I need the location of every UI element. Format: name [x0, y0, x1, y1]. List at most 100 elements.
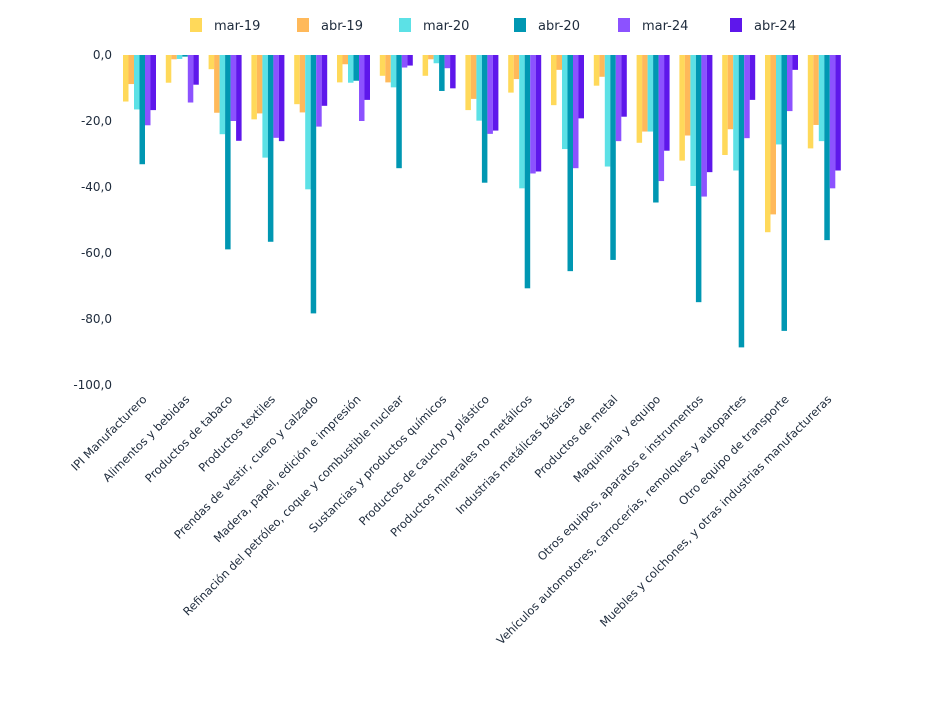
bar-abr-20	[524, 55, 531, 289]
bar-abr-20	[182, 55, 188, 57]
bar-abr-19	[513, 55, 520, 80]
bar-group	[679, 55, 713, 303]
bar-mar-19	[379, 55, 386, 76]
bar-mar-19	[593, 55, 600, 86]
y-tick-label: -60,0	[81, 246, 112, 260]
legend-item-mar-19[interactable]: mar-19	[190, 18, 260, 34]
bar-mar-24	[230, 55, 237, 121]
bar-abr-20	[139, 55, 145, 165]
bar-abr-24	[321, 55, 328, 106]
bar-mar-20	[818, 55, 825, 142]
bar-abr-20	[738, 55, 745, 348]
bar-mar-24	[787, 55, 793, 112]
x-tick-label: Productos de metal	[532, 392, 621, 481]
bar-abr-20	[610, 55, 616, 260]
x-tick-label: Productos textiles	[196, 392, 278, 474]
bar-mar-19	[636, 55, 643, 143]
bar-abr-20	[353, 55, 359, 81]
bar-mar-20	[305, 55, 311, 190]
legend-item-abr-20[interactable]: abr-20	[514, 18, 580, 34]
bar-abr-24	[835, 55, 841, 171]
bar-mar-24	[573, 55, 579, 169]
bar-mar-19	[422, 55, 429, 76]
legend-swatch	[514, 18, 526, 32]
bar-mar-19	[208, 55, 215, 70]
bar-abr-19	[256, 55, 263, 114]
bar-abr-20	[824, 55, 830, 241]
bar-group	[379, 55, 413, 169]
bar-mar-24	[658, 55, 665, 182]
bar-mar-19	[722, 55, 728, 155]
bar-mar-20	[647, 55, 654, 132]
bar-mar-24	[829, 55, 836, 189]
bar-abr-20	[653, 55, 659, 203]
legend-swatch	[618, 18, 630, 32]
legend-item-abr-24[interactable]: abr-24	[730, 18, 796, 34]
y-tick-label: -40,0	[81, 180, 112, 194]
bar-mar-24	[615, 55, 622, 142]
bar-mar-20	[562, 55, 568, 150]
bar-abr-19	[727, 55, 734, 130]
bar-abr-20	[267, 55, 274, 242]
bar-mar-24	[316, 55, 322, 127]
bar-mar-20	[262, 55, 268, 158]
bar-abr-20	[439, 55, 445, 91]
legend-label: abr-24	[754, 19, 796, 34]
bar-group	[508, 55, 542, 289]
bar-group	[636, 55, 670, 203]
bar-mar-24	[401, 55, 408, 68]
bar-group	[123, 55, 156, 165]
bar-mar-19	[807, 55, 814, 149]
bar-mar-24	[273, 55, 279, 138]
legend-item-abr-19[interactable]: abr-19	[297, 18, 363, 34]
bar-abr-24	[407, 55, 413, 66]
legend-item-mar-20[interactable]: mar-20	[399, 18, 469, 34]
legend: mar-19 abr-19 mar-20 abr-20 mar-24 abr-24	[190, 18, 796, 34]
bar-abr-24	[278, 55, 285, 142]
bar-mar-19	[551, 55, 557, 106]
bar-abr-20	[781, 55, 787, 331]
bar-group	[337, 55, 370, 121]
bar-abr-24	[364, 55, 370, 100]
bar-abr-20	[396, 55, 402, 169]
bar-mar-20	[390, 55, 397, 88]
bar-abr-19	[428, 55, 434, 60]
bar-abr-19	[299, 55, 306, 113]
bar-abr-20	[481, 55, 488, 183]
bar-abr-24	[621, 55, 627, 117]
bar-mar-20	[690, 55, 696, 187]
bar-mar-20	[519, 55, 525, 189]
bar-mar-20	[433, 55, 440, 64]
bar-mar-20	[776, 55, 782, 145]
y-tick-label: -80,0	[81, 312, 112, 326]
bar-mar-20	[348, 55, 354, 83]
bar-mar-19	[508, 55, 514, 93]
bar-group	[251, 55, 285, 242]
legend-swatch	[190, 18, 202, 32]
bar-group	[551, 55, 584, 272]
y-tick-label: -100,0	[73, 378, 112, 392]
bar-mar-24	[145, 55, 151, 126]
bar-abr-19	[342, 55, 348, 65]
y-axis: 0,0 -20,0 -40,0 -60,0 -80,0 -100,0	[73, 48, 112, 392]
bar-abr-24	[450, 55, 456, 89]
bar-abr-19	[684, 55, 691, 136]
bar-abr-24	[749, 55, 756, 100]
bar-mar-24	[187, 55, 194, 103]
bar-mar-19	[123, 55, 129, 102]
bar-abr-24	[193, 55, 199, 85]
bar-mar-19	[294, 55, 300, 105]
bar-abr-19	[470, 55, 477, 99]
bar-mar-19	[165, 55, 172, 83]
bar-mar-19	[465, 55, 471, 111]
bar-abr-24	[150, 55, 156, 111]
bar-abr-24	[535, 55, 542, 172]
bar-abr-19	[770, 55, 776, 215]
bar-group	[465, 55, 499, 183]
bar-abr-20	[310, 55, 317, 314]
bar-group	[765, 55, 798, 331]
legend-item-mar-24[interactable]: mar-24	[618, 18, 688, 34]
legend-swatch	[297, 18, 309, 32]
